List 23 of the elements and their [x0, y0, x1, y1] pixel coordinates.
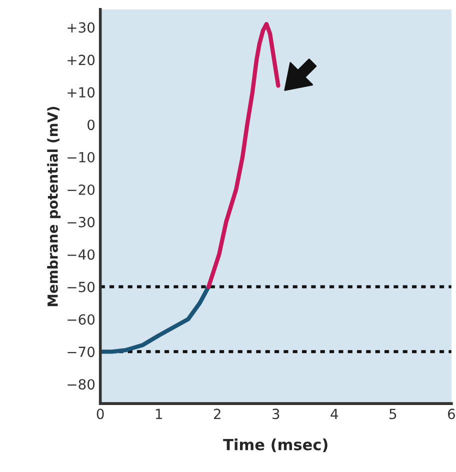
y-tick-label: −70 — [68, 346, 95, 358]
y-tick-label: −80 — [68, 379, 95, 390]
y-tick-label: −40 — [68, 249, 95, 260]
y-axis-title: Membrane potential (mV) — [47, 106, 61, 306]
y-tick-label: +20 — [68, 54, 95, 66]
x-tick-label: 2 — [214, 408, 220, 419]
x-tick-label: 1 — [156, 408, 162, 419]
y-tick-label: −10 — [68, 152, 95, 163]
y-tick-label: +10 — [68, 87, 95, 98]
y-tick-label: 0 — [88, 120, 95, 130]
x-tick-label: 4 — [330, 408, 338, 419]
y-tick-label: −60 — [68, 314, 95, 325]
y-tick-label: +30 — [68, 22, 95, 33]
x-tick-label: 3 — [272, 408, 280, 420]
y-tick-label: −50 — [68, 282, 95, 292]
y-tick-label: −30 — [68, 216, 95, 228]
x-axis-title: Time (msec) — [223, 438, 328, 452]
x-tick-label: 6 — [448, 408, 455, 420]
y-tick-label: −20 — [68, 184, 95, 195]
x-tick-label: 5 — [390, 408, 396, 420]
line-series — [206, 22, 280, 289]
x-tick-label: 0 — [96, 408, 104, 420]
line-series — [100, 284, 211, 354]
